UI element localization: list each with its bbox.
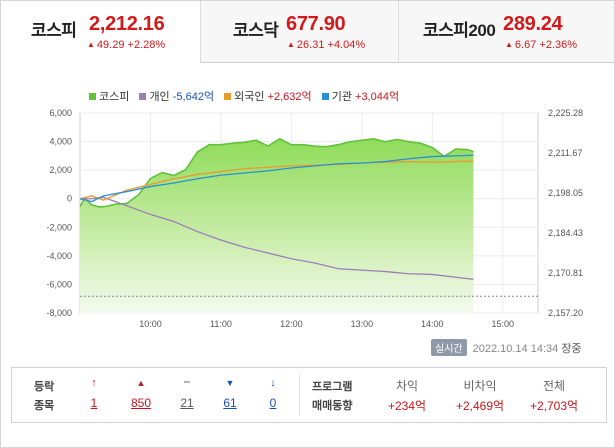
up-triangle-icon: ▲	[505, 40, 513, 49]
series-line-2	[79, 160, 474, 201]
market-status: 장중	[561, 343, 582, 355]
panel-divider	[299, 374, 300, 416]
intraday-chart: 6,000 4,000 2,000 0 -2,000 -4,000 -6,000 -8,000…	[46, 108, 583, 329]
up-triangle-icon: ▲	[87, 40, 95, 49]
legend-swatch	[224, 93, 232, 100]
x-tick-label: 12:00	[280, 319, 303, 329]
unchanged-count[interactable]: 21	[180, 396, 194, 410]
tab-kospi[interactable]: 코스피 2,212.16 ▲ 49.29 +2.28%	[1, 1, 201, 63]
legend-institution[interactable]: 기관 +3,044억	[321, 91, 399, 103]
y-left-tick-label: 0	[67, 194, 72, 204]
arbitrage-value: +234억	[387, 399, 427, 413]
tab-name: 코스피200	[423, 21, 496, 40]
limit-up-icon: ↑	[91, 377, 97, 389]
y-left-tick-label: -6,000	[46, 279, 72, 289]
x-tick-label: 13:00	[351, 319, 374, 329]
series-line-3	[79, 154, 474, 203]
timestamp: 2022.10.14 14:34	[472, 343, 559, 355]
arbitrage-head: 차익	[395, 379, 419, 393]
legend-kospi[interactable]: 코스피	[89, 91, 129, 103]
x-tick-label: 10:00	[139, 319, 162, 329]
realtime-stamp: 실시간 2022.10.14 14:34 장중	[431, 339, 582, 356]
series-line-1	[80, 196, 474, 280]
total-value: +2,703억	[529, 399, 579, 413]
y-right-tick-label: 2,157.20	[548, 308, 583, 318]
legend-individual[interactable]: 개인 -5,642억	[139, 91, 214, 103]
legend-foreign[interactable]: 외국인 +2,632억	[224, 91, 312, 103]
tab-name: 코스피	[31, 21, 77, 40]
tab-value: 2,212.16	[89, 13, 165, 35]
up-triangle-icon: ▲	[136, 378, 146, 388]
y-left-tick-label: -4,000	[46, 251, 72, 261]
chart-legend: 코스피 개인 -5,642억 외국인 +2,632억 기관 +3,044억	[89, 88, 406, 104]
x-tick-label: 14:00	[421, 319, 444, 329]
y-right-tick-label: 2,184.43	[548, 228, 583, 238]
tab-change: ▲ 6.67 +2.36%	[505, 39, 578, 51]
y-left-tick-label: 6,000	[49, 108, 72, 118]
tab-change: ▲ 26.31 +4.04%	[287, 39, 366, 51]
program-label: 프로그램 매매동향	[312, 381, 353, 412]
market-summary-panel: 등락 종목 ↑ 1 ▲ 850 ‒ 21 ▼ 61 ↓ 0 프로그램 매매동향 …	[11, 367, 607, 423]
up-triangle-icon: ▲	[287, 40, 295, 49]
y-right-tick-label: 2,198.05	[548, 188, 583, 198]
tab-value: 289.24	[503, 13, 563, 35]
legend-swatch	[321, 93, 329, 100]
y-left-tick-label: 4,000	[49, 137, 72, 147]
breadth-label: 등락 종목	[34, 381, 55, 412]
limit-down-count[interactable]: 0	[269, 396, 277, 410]
advancing-count[interactable]: 850	[130, 396, 152, 410]
non-arbitrage-value: +2,469억	[455, 399, 505, 413]
down-triangle-icon: ▼	[225, 378, 235, 388]
y-left-tick-label: 2,000	[49, 165, 72, 175]
legend-swatch	[139, 93, 147, 100]
tab-value: 677.90	[286, 13, 346, 35]
non-arbitrage-head: 비차익	[463, 379, 497, 393]
realtime-badge[interactable]: 실시간	[431, 339, 467, 356]
tab-kosdaq[interactable]: 코스닥 677.90 ▲ 26.31 +4.04%	[201, 1, 399, 63]
limit-down-icon: ↓	[270, 377, 276, 389]
tab-kospi200[interactable]: 코스피200 289.24 ▲ 6.67 +2.36%	[399, 1, 614, 63]
total-head: 전체	[542, 379, 566, 393]
unchanged-icon: ‒	[183, 376, 191, 388]
limit-up-count[interactable]: 1	[90, 396, 98, 410]
index-tabs: 코스피 2,212.16 ▲ 49.29 +2.28% 코스닥 677.90 ▲ 2…	[1, 1, 614, 63]
legend-swatch	[89, 93, 96, 100]
y-left-tick-label: -8,000	[46, 308, 72, 318]
y-left-tick-label: -2,000	[46, 222, 72, 232]
tab-name: 코스닥	[233, 21, 279, 40]
declining-count[interactable]: 61	[223, 396, 237, 410]
y-right-tick-label: 2,211.67	[548, 148, 582, 158]
y-right-tick-label: 2,225.28	[548, 108, 583, 118]
x-tick-label: 11:00	[210, 319, 232, 329]
x-tick-label: 15:00	[492, 319, 515, 329]
kospi-line	[79, 137, 474, 208]
tab-change: ▲ 49.29 +2.28%	[87, 39, 166, 51]
y-right-tick-label: 2,170.81	[548, 268, 583, 278]
